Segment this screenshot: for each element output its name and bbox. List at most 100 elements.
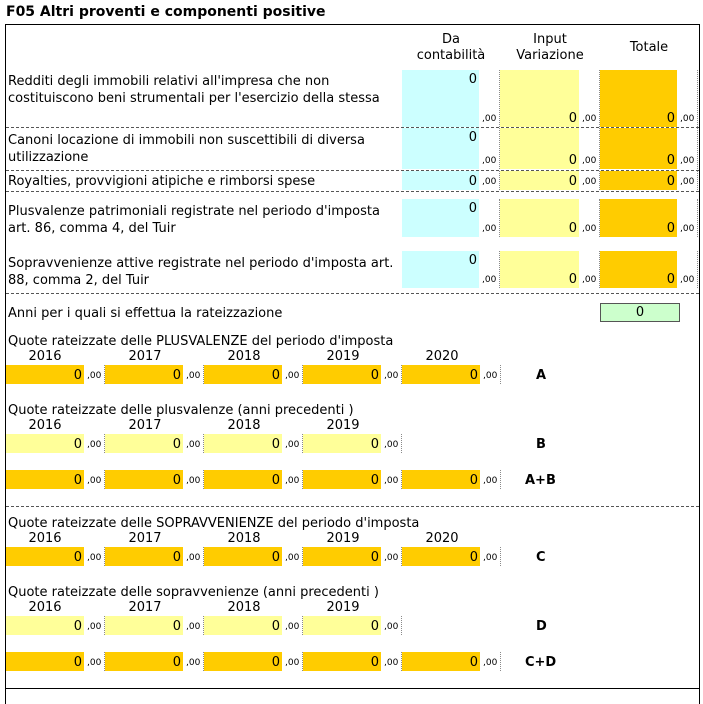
row3-input-decimals: ,00 [579, 174, 599, 190]
plus-sum-field-5: 0,00 [402, 470, 501, 489]
field-decimals: ,00 [282, 619, 302, 635]
row-label-royalties: Royalties, provvigioni atipiche e rimbor… [8, 174, 316, 189]
row4-da-field[interactable]: 0 ,00 [402, 199, 500, 237]
plus-curr-field-2020: 0,00 [402, 365, 501, 384]
plus-curr-year-2017: 2017 [128, 349, 162, 364]
field-decimals: ,00 [84, 368, 104, 384]
anni-input[interactable]: 0 [600, 303, 680, 322]
plus-sum-field-4: 0,00 [303, 470, 402, 489]
row3-input-field[interactable]: 0 ,00 [500, 171, 600, 190]
sopr-sum-field-2: 0,00 [105, 652, 204, 671]
anni-label: Anni per i quali si effettua la rateizza… [8, 306, 283, 321]
row1-da-value: 0 [468, 72, 477, 87]
row5-totale-decimals: ,00 [677, 272, 697, 288]
field-decimals: ,00 [183, 655, 203, 671]
sopr-curr-field-2020: 0,00 [402, 547, 501, 566]
field-value: 0 [370, 473, 379, 488]
sopr-curr-year-2020: 2020 [425, 531, 459, 546]
row2-da-field[interactable]: 0 ,00 [402, 128, 500, 169]
row3-totale-value: 0 [666, 174, 675, 189]
row4-da-decimals: ,00 [479, 221, 499, 237]
field-value: 0 [271, 473, 280, 488]
sopr-prev-field-2016[interactable]: 0,00 [6, 616, 105, 635]
sopr-sum-field-4: 0,00 [303, 652, 402, 671]
field-decimals: ,00 [84, 619, 104, 635]
row5-totale-field: 0 ,00 [600, 251, 698, 288]
field-decimals: ,00 [381, 619, 401, 635]
sopr-curr-field-2018: 0,00 [204, 547, 303, 566]
row4-da-value: 0 [468, 201, 477, 216]
plus-curr-title: Quote rateizzate delle PLUSVALENZE del p… [8, 334, 394, 349]
plus-curr-year-2019: 2019 [326, 349, 360, 364]
field-value: 0 [469, 550, 478, 565]
row1-da-field[interactable]: 0 ,00 [402, 70, 500, 127]
sopr-prev-year-2017: 2017 [128, 600, 162, 615]
field-decimals: ,00 [84, 473, 104, 489]
row1-da-decimals: ,00 [479, 111, 499, 127]
sopr-prev-field-2017[interactable]: 0,00 [105, 616, 204, 635]
row5-da-value: 0 [468, 253, 477, 268]
field-decimals: ,00 [183, 619, 203, 635]
field-value: 0 [172, 368, 181, 383]
field-value: 0 [172, 655, 181, 670]
plus-prev-year-2018: 2018 [227, 418, 261, 433]
field-value: 0 [271, 655, 280, 670]
row5-input-value: 0 [568, 272, 577, 287]
sopr-sum-field-5: 0,00 [402, 652, 501, 671]
field-decimals: ,00 [84, 655, 104, 671]
row2-da-value: 0 [468, 130, 477, 145]
field-value: 0 [271, 368, 280, 383]
row-letter-c: C [536, 550, 546, 565]
plus-curr-year-2018: 2018 [227, 349, 261, 364]
row1-input-field[interactable]: 0 ,00 [500, 70, 600, 127]
row-divider [6, 127, 699, 128]
row4-input-field[interactable]: 0 ,00 [500, 199, 600, 237]
plus-prev-field-2018[interactable]: 0,00 [204, 434, 303, 453]
row5-input-field[interactable]: 0 ,00 [500, 251, 600, 288]
row4-totale-field: 0 ,00 [600, 199, 698, 237]
field-value: 0 [370, 655, 379, 670]
field-decimals: ,00 [282, 550, 302, 566]
sopr-curr-year-2017: 2017 [128, 531, 162, 546]
row3-da-value: 0 [468, 174, 477, 189]
header-da-line1: Da [442, 32, 460, 47]
plus-curr-field-2019: 0,00 [303, 365, 402, 384]
row1-totale-decimals: ,00 [677, 111, 697, 127]
row1-totale-field: 0 ,00 [600, 70, 698, 127]
sopr-curr-year-2018: 2018 [227, 531, 261, 546]
row2-da-decimals: ,00 [479, 153, 499, 169]
field-value: 0 [73, 368, 82, 383]
plus-curr-field-2018: 0,00 [204, 365, 303, 384]
row2-input-value: 0 [568, 153, 577, 168]
row-label-canoni: Canoni locazione di immobili non suscett… [8, 133, 365, 165]
sopr-sum-field-1: 0,00 [6, 652, 105, 671]
sopr-prev-field-2018[interactable]: 0,00 [204, 616, 303, 635]
field-value: 0 [172, 619, 181, 634]
field-value: 0 [271, 550, 280, 565]
plus-curr-year-2020: 2020 [425, 349, 459, 364]
plus-prev-field-2017[interactable]: 0,00 [105, 434, 204, 453]
row1-totale-value: 0 [666, 111, 675, 126]
plus-prev-field-2019[interactable]: 0,00 [303, 434, 402, 453]
plus-prev-field-2016[interactable]: 0,00 [6, 434, 105, 453]
row4-totale-decimals: ,00 [677, 221, 697, 237]
row5-totale-value: 0 [666, 272, 675, 287]
row3-totale-decimals: ,00 [677, 174, 697, 190]
plus-prev-year-2016: 2016 [28, 418, 62, 433]
section-divider [6, 506, 699, 507]
row4-input-value: 0 [568, 221, 577, 236]
row2-input-field[interactable]: 0 ,00 [500, 128, 600, 169]
field-value: 0 [271, 437, 280, 452]
row5-da-field[interactable]: 0 ,00 [402, 251, 500, 288]
field-decimals: ,00 [381, 550, 401, 566]
page-title: F05 Altri proventi e componenti positive [6, 4, 326, 20]
plus-curr-field-2017: 0,00 [105, 365, 204, 384]
row5-da-decimals: ,00 [479, 272, 499, 288]
sopr-prev-year-2018: 2018 [227, 600, 261, 615]
field-decimals: ,00 [183, 437, 203, 453]
field-decimals: ,00 [183, 368, 203, 384]
sopr-prev-field-2019[interactable]: 0,00 [303, 616, 402, 635]
field-value: 0 [172, 437, 181, 452]
row-label-plusvalenze: Plusvalenze patrimoniali registrate nel … [8, 204, 380, 236]
row3-da-field[interactable]: 0 ,00 [402, 171, 500, 190]
